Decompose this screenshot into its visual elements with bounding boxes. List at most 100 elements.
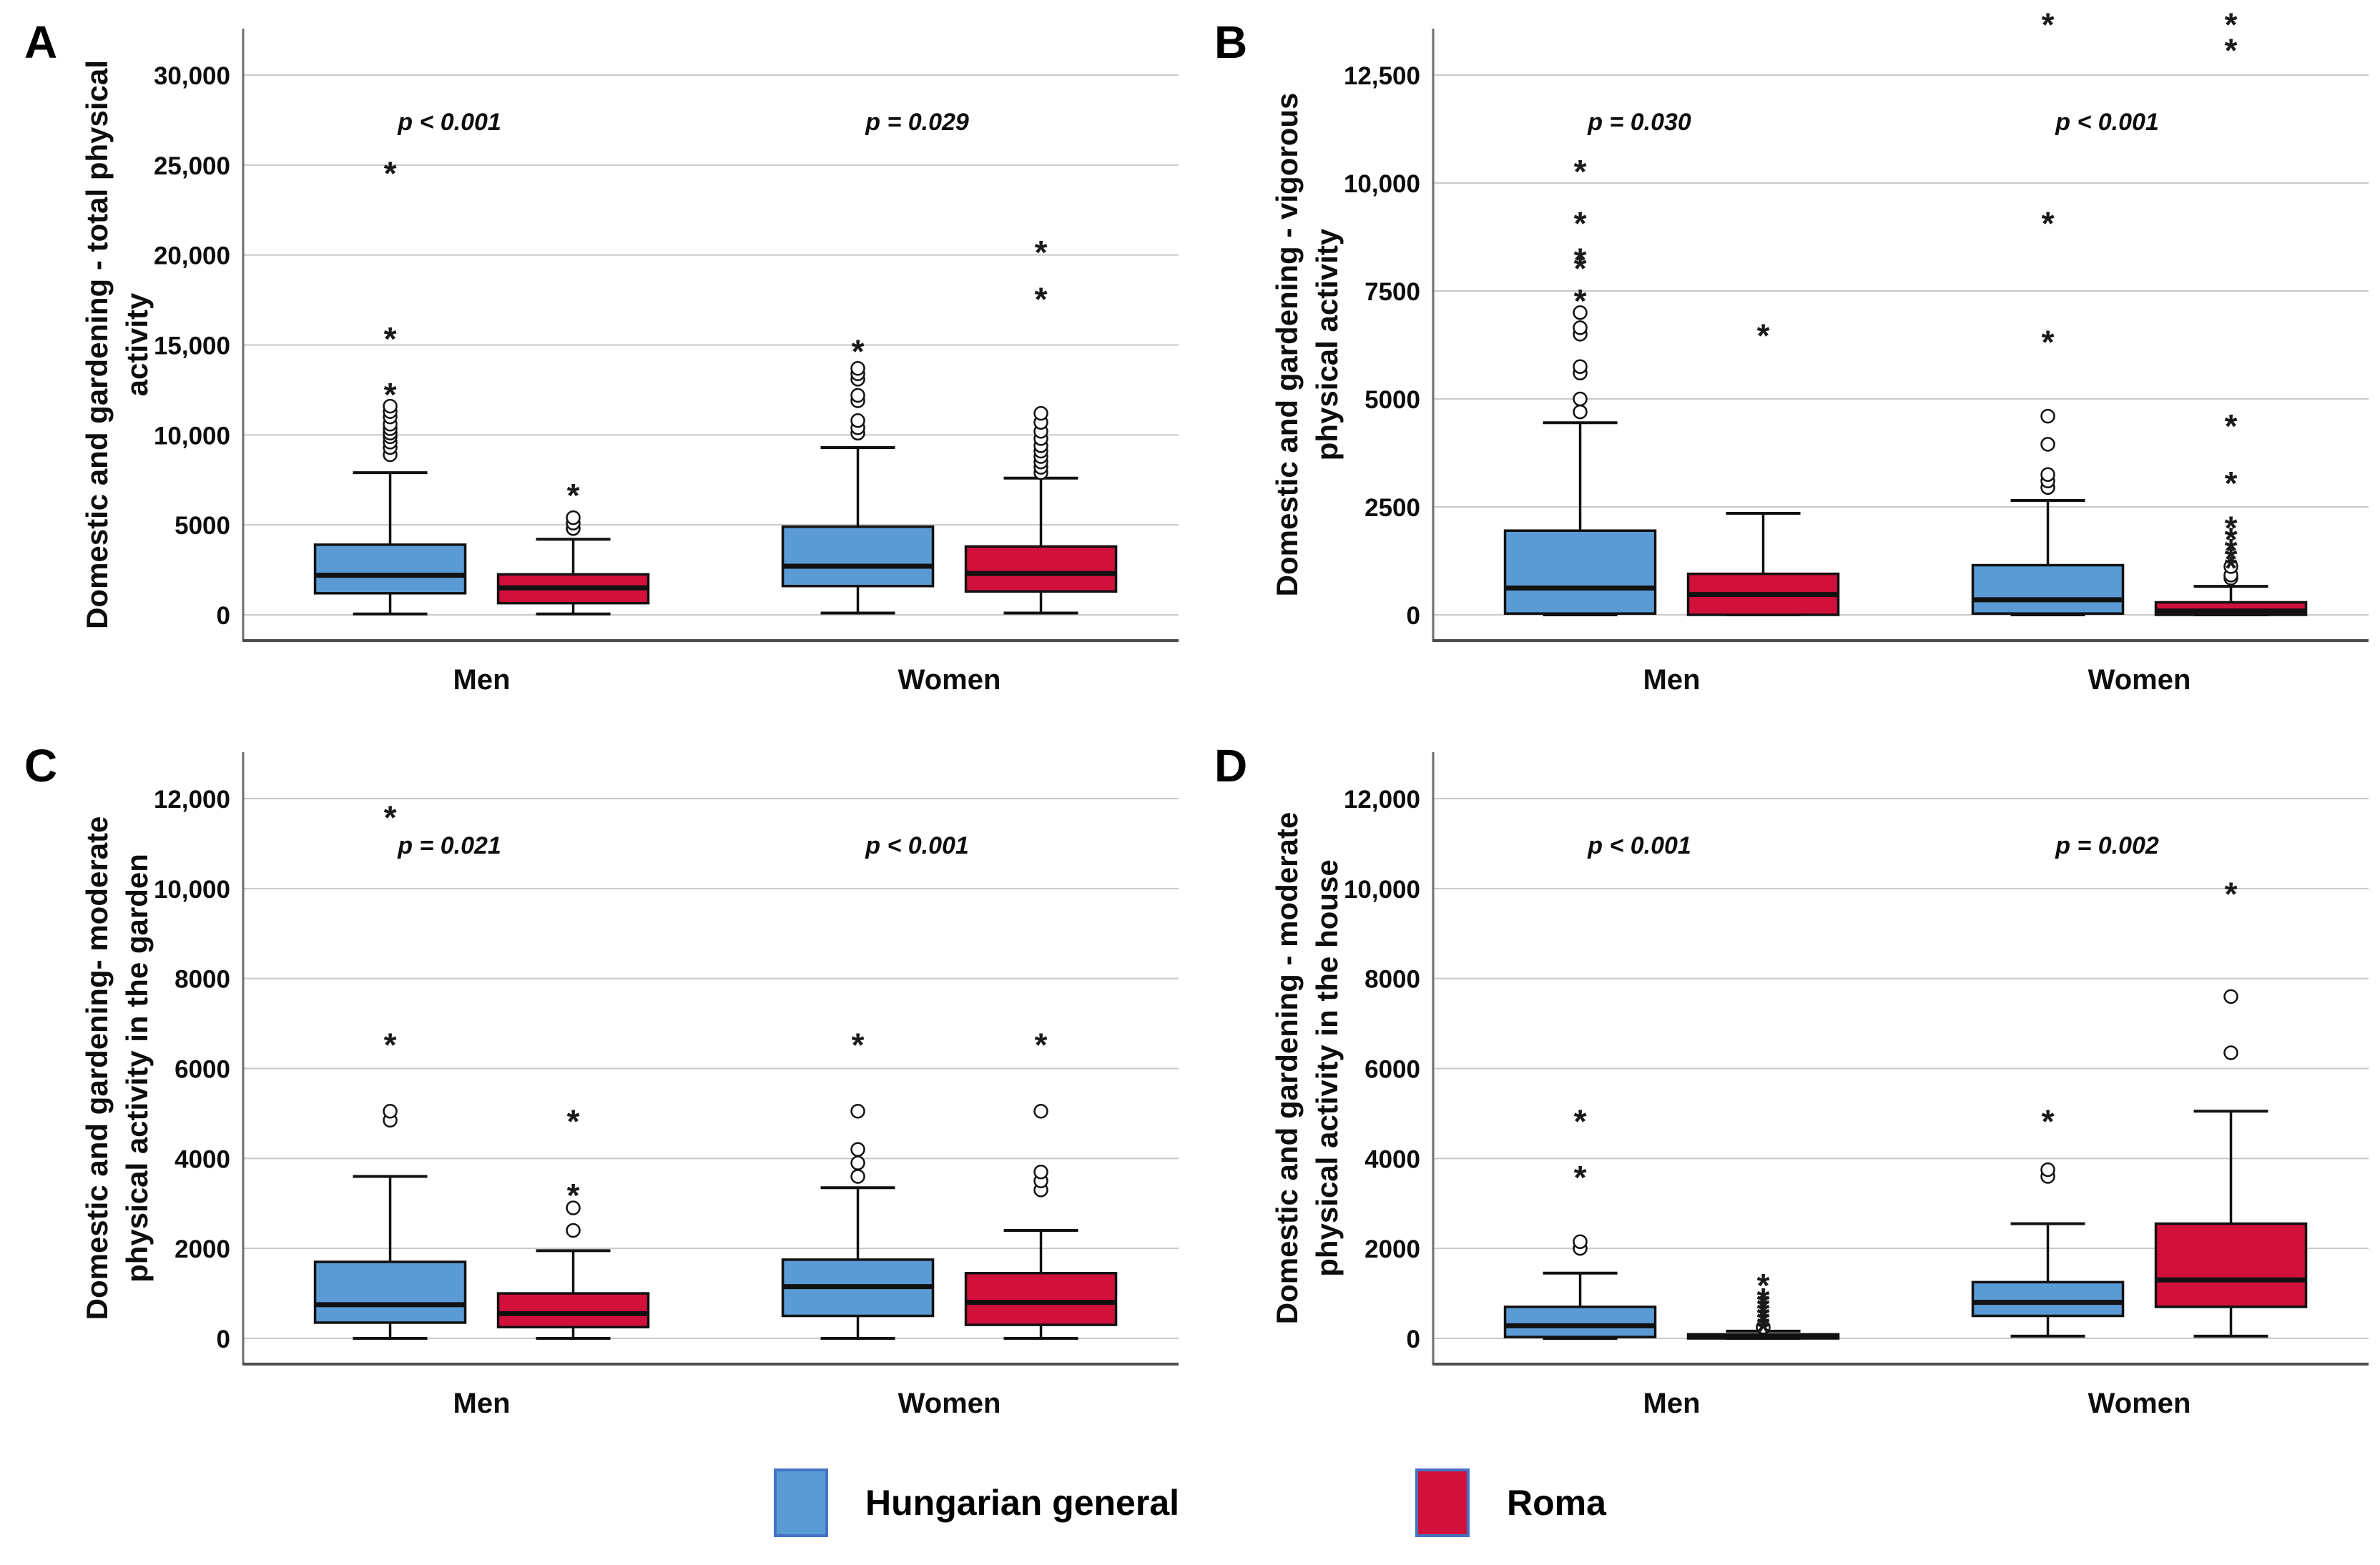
y-tick-label: 4000	[174, 1145, 230, 1173]
iqr-box	[1971, 1280, 2125, 1318]
p-value-label: p = 0.029	[865, 109, 969, 136]
iqr-box	[781, 525, 935, 588]
outlier-star: *	[1574, 242, 1587, 279]
outlier-star: *	[2042, 323, 2055, 360]
x-group-label: Men	[453, 664, 511, 696]
y-axis-label: physical activity in the house	[1310, 859, 1344, 1277]
box-roma-women: *	[2154, 876, 2308, 1338]
outlier-star: *	[2225, 876, 2238, 913]
box-hungarian-men: *****	[1503, 153, 1657, 616]
outlier-circle	[1033, 405, 1048, 421]
y-tick-label: 25,000	[154, 152, 230, 180]
legend-swatch-hungarian-general	[774, 1468, 829, 1537]
iqr-box	[1503, 1305, 1657, 1338]
outlier-star: *	[1757, 1295, 1770, 1332]
iqr-box	[496, 1292, 650, 1329]
y-tick-label: 2500	[1364, 494, 1420, 522]
outlier-star: *	[2042, 204, 2055, 242]
y-tick-label: 15,000	[154, 332, 230, 360]
panel-letter-c: C	[24, 740, 58, 791]
box-roma-men: **	[496, 1102, 650, 1340]
panel-d: D 0 2000 4000 6000 8000 10,000 12,000 Domestic …	[1190, 724, 2380, 1446]
y-tick-label: 5000	[174, 512, 230, 540]
outlier-star: *	[384, 1026, 397, 1063]
legend: Hungarian general Roma	[0, 1446, 2380, 1560]
legend-label-roma: Roma	[1507, 1483, 1606, 1523]
p-value-label: p = 0.021	[397, 832, 501, 859]
x-group-label: Women	[2088, 1388, 2191, 1419]
outlier-star: *	[384, 376, 397, 413]
box-hungarian-men: * * *	[313, 154, 467, 616]
outlier-circle	[2223, 559, 2238, 574]
panel-letter-b: B	[1214, 16, 1248, 68]
y-tick-label: 0	[217, 1325, 230, 1353]
outlier-circle	[2040, 1162, 2055, 1178]
legend-item-hungarian-general: Hungarian general	[774, 1468, 1179, 1537]
y-tick-label: 7500	[1364, 278, 1420, 306]
p-value-label: p = 0.030	[1587, 109, 1691, 136]
outlier-star: *	[1757, 1285, 1770, 1323]
x-group-label: Men	[1643, 664, 1701, 696]
y-tick-label: 0	[1407, 1325, 1420, 1353]
outlier-star: *	[1757, 1267, 1770, 1304]
outlier-star: *	[1574, 204, 1587, 242]
x-group-label: Women	[898, 664, 1001, 696]
outlier-circle	[1573, 320, 1588, 335]
outlier-star: *	[1574, 153, 1587, 190]
outlier-circle	[1573, 359, 1588, 374]
outlier-circle	[2040, 408, 2055, 424]
box-roma-women: **	[964, 234, 1118, 615]
outlier-star: *	[1574, 1102, 1587, 1140]
panel-c: C 0 2000 4000 6000 8000 10,000 12,000 Domestic …	[0, 724, 1190, 1446]
outlier-star: *	[2225, 532, 2238, 569]
outlier-star: *	[2225, 32, 2238, 69]
outlier-circle	[850, 360, 865, 376]
box-plot-C: 0 2000 4000 6000 8000 10,000 12,000 Domestic an…	[80, 752, 1179, 1419]
y-tick-label: 12,000	[1344, 786, 1420, 814]
outlier-star: *	[1035, 234, 1048, 271]
gridlines	[243, 74, 1179, 616]
panel-a: A 0 5000 10,000 15,000 20,000 25,000 30,000 Dom…	[0, 0, 1190, 722]
outlier-circle	[1573, 404, 1588, 420]
legend-swatch-roma	[1415, 1468, 1470, 1537]
outlier-circle	[1573, 391, 1588, 407]
outlier-circle	[566, 510, 581, 525]
outlier-star: *	[567, 1102, 580, 1140]
outlier-star: *	[852, 1026, 865, 1063]
y-tick-label: 6000	[174, 1056, 230, 1084]
y-tick-label: 2000	[1364, 1235, 1420, 1263]
outlier-circle	[2040, 437, 2055, 452]
iqr-box	[2154, 1222, 2308, 1308]
outlier-star: *	[1757, 317, 1770, 354]
iqr-box	[964, 545, 1118, 593]
outlier-star: *	[2042, 1102, 2055, 1140]
outlier-star: *	[567, 1177, 580, 1214]
box-roma-men: *********	[1686, 1267, 1840, 1350]
box-plot-D: 0 2000 4000 6000 8000 10,000 12,000 Domestic an…	[1270, 752, 2369, 1419]
y-axis-label: Domestic and gardening- moderate	[80, 816, 114, 1320]
p-value-label: p < 0.001	[2055, 109, 2159, 136]
outlier-circle	[1033, 1164, 1048, 1180]
y-tick-label: 12,500	[1344, 62, 1420, 90]
boxplot-canvas-c: 0 2000 4000 6000 8000 10,000 12,000 Domestic an…	[0, 731, 1190, 1446]
outlier-star: *	[2225, 540, 2238, 578]
x-group-label: Men	[453, 1388, 511, 1419]
y-tick-label: 4000	[1364, 1145, 1420, 1173]
box-roma-men: *	[1686, 317, 1840, 616]
y-tick-label: 10,000	[1344, 170, 1420, 198]
iqr-box	[313, 1260, 467, 1324]
box-hungarian-men: **	[313, 799, 467, 1340]
y-tick-label: 5000	[1364, 386, 1420, 414]
outlier-star: *	[1757, 1281, 1770, 1318]
outlier-circle	[850, 387, 865, 403]
box-roma-women: *	[964, 1026, 1118, 1340]
outlier-star: *	[1574, 282, 1587, 320]
y-tick-label: 12,000	[154, 786, 230, 814]
y-tick-label: 10,000	[154, 876, 230, 904]
outlier-circle	[850, 1142, 865, 1157]
box-hungarian-women: *	[781, 1026, 935, 1340]
outlier-circle	[850, 1169, 865, 1184]
outlier-star: *	[1574, 250, 1587, 287]
iqr-box	[1503, 529, 1657, 615]
outlier-circle	[850, 413, 865, 428]
